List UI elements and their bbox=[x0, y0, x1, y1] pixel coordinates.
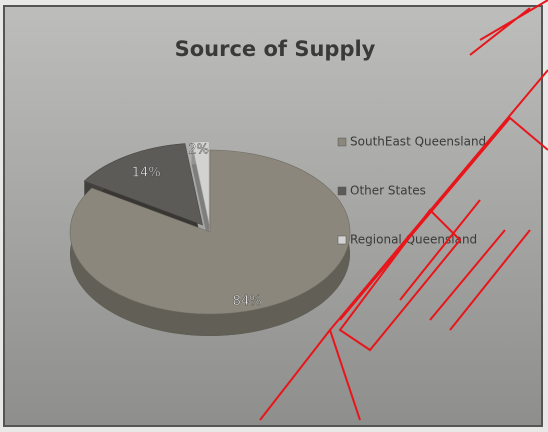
watermark bbox=[259, 0, 548, 421]
chart-title: Source of Supply bbox=[175, 37, 376, 61]
data-label: 2% bbox=[188, 143, 209, 158]
legend-swatch bbox=[337, 235, 347, 245]
pie-slice bbox=[69, 149, 351, 315]
pie-slice bbox=[191, 141, 210, 224]
data-label: 84% bbox=[233, 294, 262, 309]
legend-label: Other States bbox=[350, 184, 426, 198]
legend-swatch bbox=[337, 186, 347, 196]
legend-swatch bbox=[337, 137, 347, 147]
legend-label: SouthEast Queensland bbox=[350, 135, 486, 149]
pie: 84% 14% 2% bbox=[69, 141, 351, 336]
pie-slice bbox=[83, 143, 203, 226]
data-label: 14% bbox=[132, 165, 161, 180]
